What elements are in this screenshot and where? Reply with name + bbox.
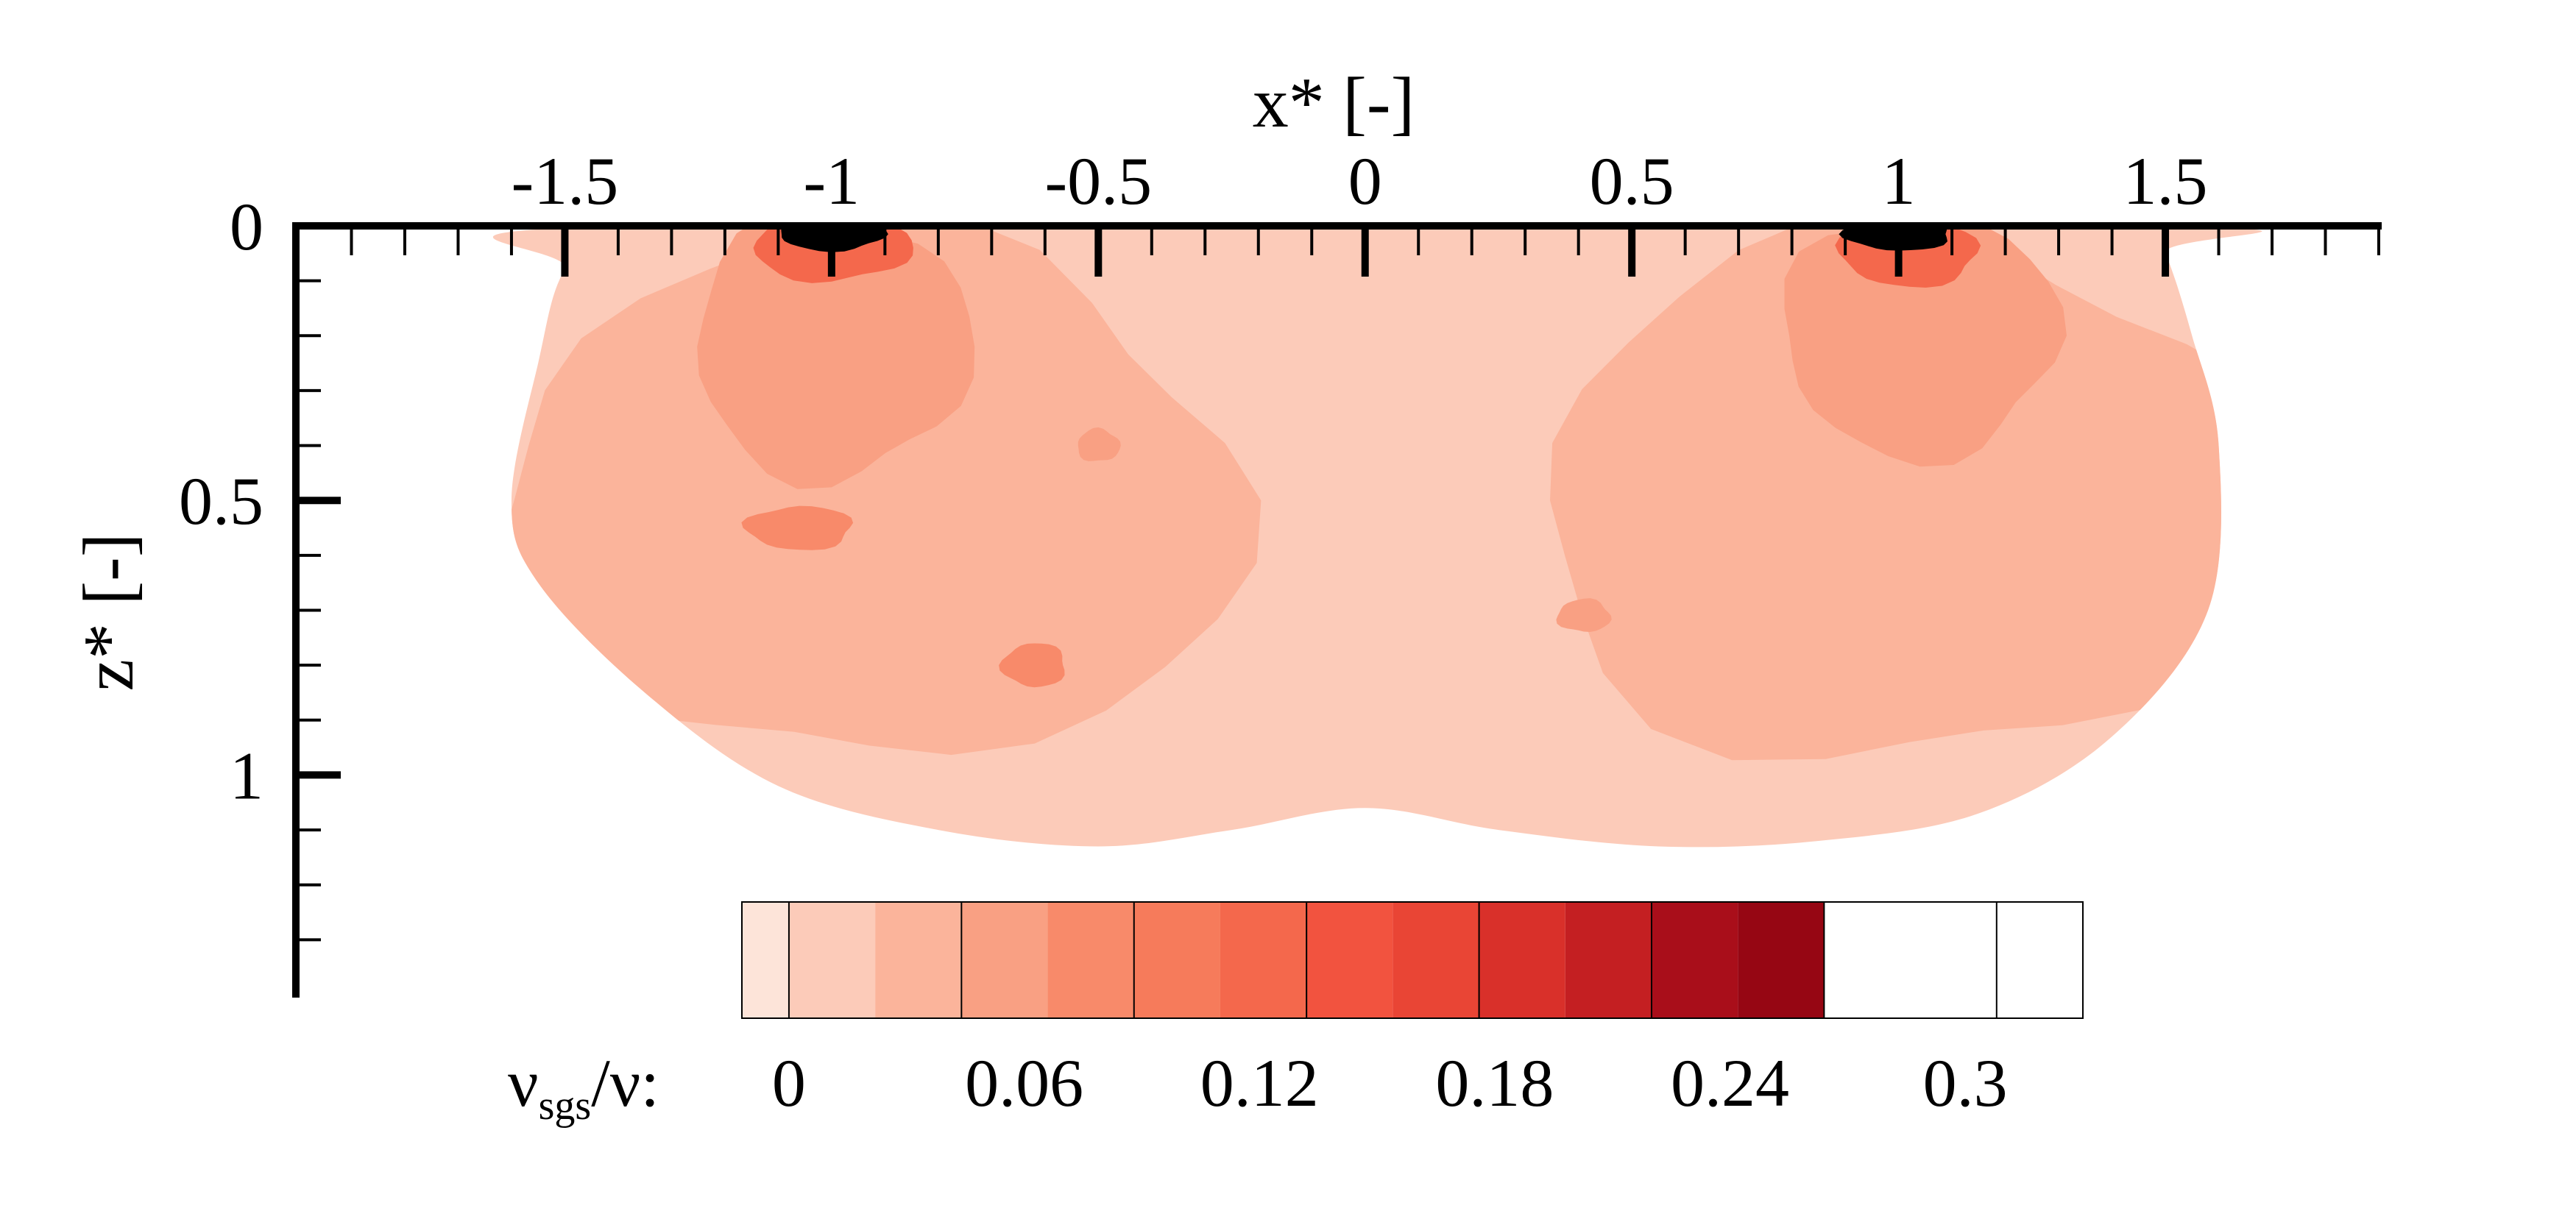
colorbar-tick-label: 0.24 [1671,1045,1789,1120]
x-tick-label: 1.5 [2123,143,2208,219]
contour-blob [1556,598,1612,632]
colorbar-tick-label: 0.18 [1435,1045,1554,1120]
x-tick-label: -1 [804,143,860,219]
colorbar-swatch [1565,902,1652,1018]
y-tick-label: 0 [230,189,263,264]
contour-blob [1784,226,2067,467]
x-tick-label: 0 [1348,143,1382,219]
colorbar-swatch [1133,902,1220,1018]
colorbar-swatch [742,902,789,1018]
colorbar-label-rest: /ν: [591,1045,659,1120]
x-axis-title: x* [-] [1253,63,1415,143]
colorbar: 0 0.06 0.12 0.18 0.24 0.3 [741,901,2084,1120]
y-axis-title: z* [-] [69,533,149,692]
x-tick-label: 0.5 [1590,143,1674,219]
contour-blob [497,226,1262,756]
colorbar-swatch [1651,902,1738,1018]
colorbar-frame [741,901,2084,1019]
colorbar-swatch [1047,902,1134,1018]
colorbar-swatch [1220,902,1307,1018]
contour-blob [999,643,1065,688]
x-tick-label: -1.5 [512,143,619,219]
colorbar-swatch [1738,902,1825,1018]
colorbar-swatch [1393,902,1479,1018]
colorbar-tick-label: 0.3 [1923,1045,2008,1120]
plot-axes: -1.5 -1 -0.5 0 0.5 1 1.5 0 0.5 1 [179,143,2382,998]
contour-blobs [497,226,2262,761]
contour-blob [741,505,854,550]
colorbar-swatch [788,902,876,1018]
contour-blob [1550,226,2262,761]
contour-blob [1839,226,1947,251]
colorbar-tick-label: 0.06 [965,1045,1083,1120]
contour-blob [1078,427,1121,461]
y-tick-label: 0.5 [179,463,263,539]
colorbar-tick-label: 0 [772,1045,806,1120]
colorbar-swatch [1306,902,1393,1018]
colorbar-swatch [961,902,1048,1018]
colorbar-label-nu: ν [508,1045,539,1120]
colorbar-swatch [1479,902,1565,1018]
contour-blob [697,226,975,489]
x-tick-label: 1 [1882,143,1916,219]
colorbar-label: νsgs/ν: [508,1045,659,1129]
y-tick-label: 1 [230,738,263,813]
contour-field [492,226,2262,848]
colorbar-label-subscript: sgs [539,1083,592,1129]
x-tick-label: -0.5 [1044,143,1152,219]
colorbar-tick-label: 0.12 [1200,1045,1319,1120]
colorbar-swatch [875,902,962,1018]
